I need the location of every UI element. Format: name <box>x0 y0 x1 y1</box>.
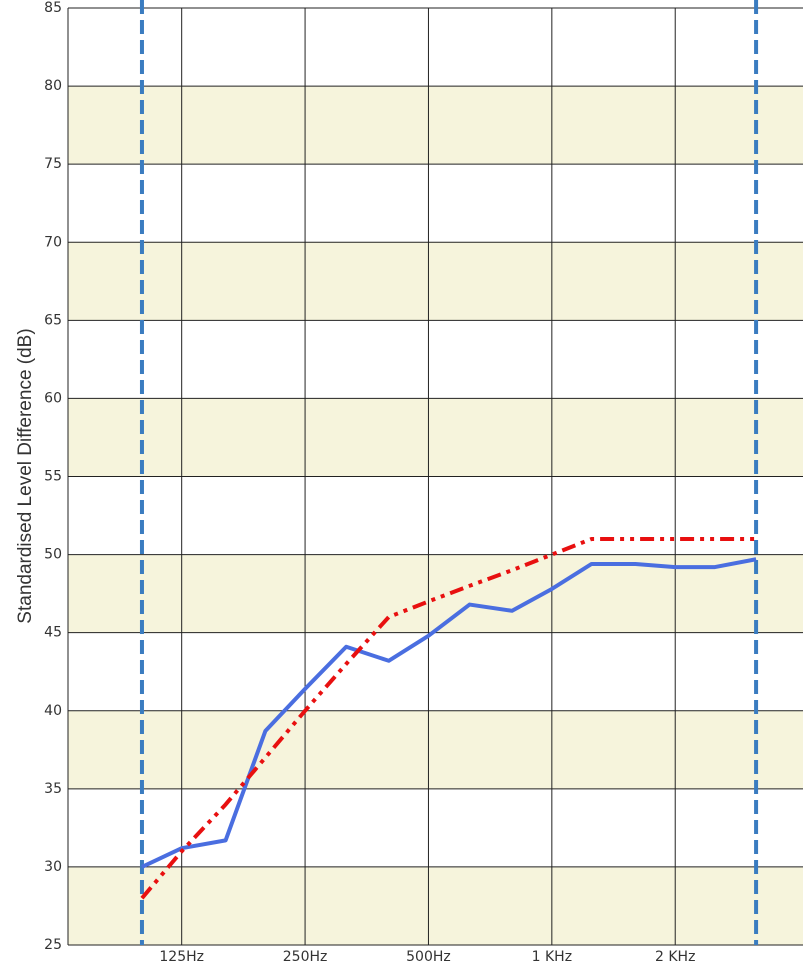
y-tick-label: 70 <box>44 234 62 250</box>
y-axis-label: Standardised Level Difference (dB) <box>15 328 36 623</box>
y-tick-label: 25 <box>44 937 62 953</box>
y-tick-label: 40 <box>44 703 62 719</box>
y-tick-label: 65 <box>44 312 62 328</box>
x-tick-label: 1 KHz <box>532 949 572 965</box>
band <box>68 242 803 321</box>
y-tick-label: 60 <box>44 390 62 406</box>
y-tick-label: 85 <box>44 0 62 16</box>
y-tick-label: 30 <box>44 859 62 875</box>
y-tick-label: 45 <box>44 625 62 641</box>
y-tick-label: 50 <box>44 547 62 563</box>
y-tick-label: 75 <box>44 156 62 172</box>
band <box>68 398 803 477</box>
y-tick-label: 80 <box>44 78 62 94</box>
y-tick-label: 55 <box>44 469 62 485</box>
band <box>68 86 803 165</box>
band <box>68 866 803 945</box>
x-tick-label: 250Hz <box>283 949 328 965</box>
y-tick-label: 35 <box>44 781 62 797</box>
series-line <box>141 557 757 869</box>
band <box>68 710 803 789</box>
x-tick-label: 125Hz <box>159 949 204 965</box>
x-tick-label: 500Hz <box>406 949 451 965</box>
x-tick-label: 2 KHz <box>655 949 695 965</box>
